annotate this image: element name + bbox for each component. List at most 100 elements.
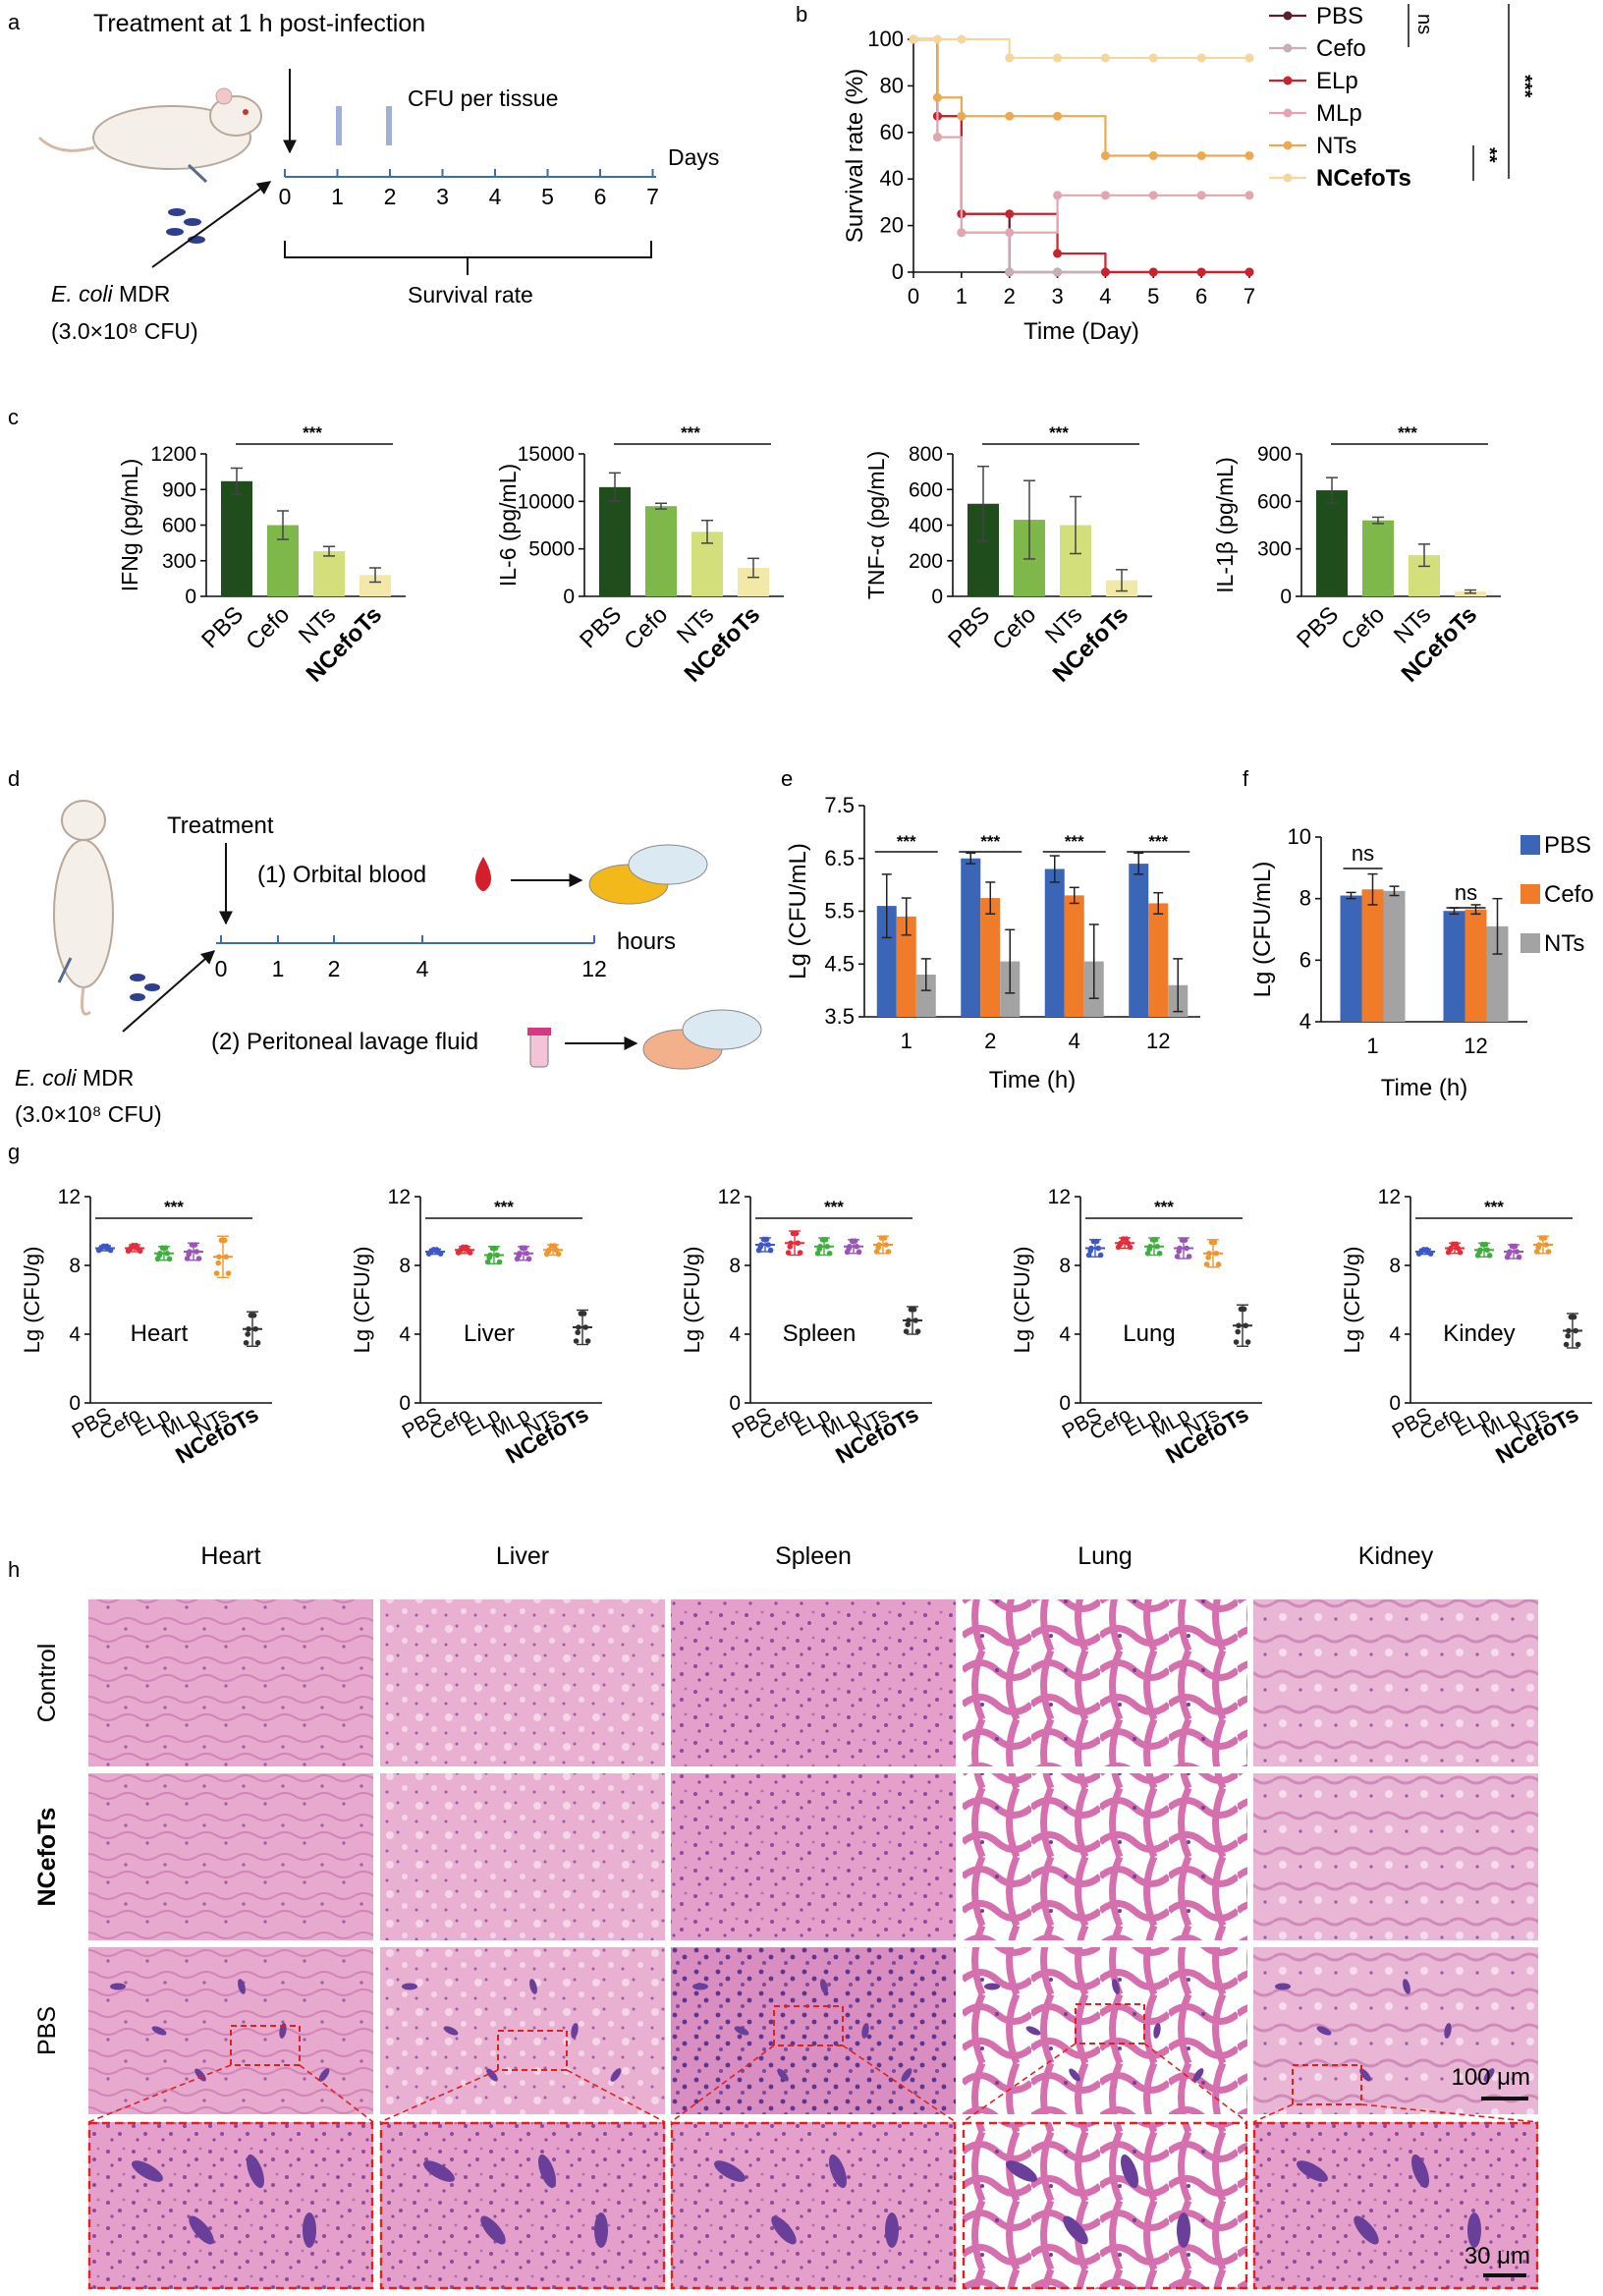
- data-point-ELp: [1053, 249, 1063, 258]
- histology-tile-control-heart: [88, 1599, 373, 1766]
- data-point-NCefoTs: [1196, 53, 1206, 63]
- scale-bar-large: [1481, 2097, 1528, 2100]
- bar-NTs: [313, 551, 345, 596]
- panel-label-b: b: [796, 2, 807, 27]
- scatter-point-NTs: [225, 1270, 232, 1276]
- x-tick-label: 7: [1244, 284, 1255, 308]
- y-tick-label: 600: [1257, 490, 1292, 513]
- histology-tile-pbs-spleen: [671, 1947, 956, 2114]
- sig-label: ***: [1484, 1198, 1504, 1216]
- y-tick-label: 300: [1257, 538, 1292, 561]
- data-point-ELp: [1244, 267, 1254, 277]
- y-tick-label: 5.5: [824, 899, 855, 924]
- data-point-ELp: [1100, 267, 1110, 277]
- panel-label-d: d: [8, 766, 20, 791]
- y-tick-label: 12: [1378, 1186, 1401, 1208]
- y-tick-label: 15000: [518, 443, 575, 466]
- y-tick-label: 12: [58, 1186, 81, 1208]
- nuclei-mark: [1403, 1979, 1410, 1994]
- y-tick-label: 8: [69, 1255, 81, 1277]
- histology-tile-ncefots-kidney: [1253, 1773, 1538, 1940]
- y-tick-label: 4: [1299, 1009, 1311, 1034]
- organ-label: Lung: [1123, 1320, 1175, 1347]
- y-tick-label: 8: [1059, 1255, 1071, 1277]
- panel-a-days-label: Days: [668, 144, 719, 170]
- data-point-MLp: [932, 133, 942, 142]
- y-tick-label: 12: [1048, 1186, 1071, 1208]
- histology-tile-pbs-lung: [963, 1947, 1247, 2114]
- bar-PBS: [1129, 864, 1149, 1017]
- organ-label: Heart: [131, 1320, 189, 1347]
- panel-d-dose: (3.0×10⁸ CFU): [15, 1101, 162, 1127]
- bar-PBS: [876, 906, 897, 1017]
- x-tick-label: 1: [956, 284, 967, 308]
- data-point-NTs: [1244, 151, 1254, 160]
- y-tick-label: 6.5: [824, 846, 855, 870]
- sig-label: ns: [1352, 841, 1374, 866]
- sig-label: ns: [1455, 880, 1477, 905]
- x-tick-label: 4: [1099, 284, 1111, 308]
- histology-tile-control-liver: [380, 1599, 665, 1766]
- y-axis-title: IL-1β (pg/mL): [1212, 457, 1238, 593]
- scatter-point-MLp: [1174, 1254, 1181, 1260]
- x-tick-label: 2: [1004, 284, 1016, 308]
- y-axis-title: IFNg (pg/mL): [117, 459, 142, 591]
- day-tick-label: 3: [436, 184, 449, 209]
- y-axis-title: Lg (CFU/g): [350, 1247, 374, 1354]
- nuclei-mark: [828, 2154, 848, 2189]
- column-header-heart: Heart: [200, 1542, 260, 1570]
- scatter-point-NTs: [215, 1260, 221, 1266]
- legend-marker-PBS: [1283, 11, 1293, 21]
- blood-drop-icon: [475, 857, 491, 891]
- scatter-point-NCefoTs: [903, 1328, 910, 1334]
- scatter-point-NCefoTs: [1563, 1341, 1570, 1348]
- organ-label: Liver: [464, 1320, 515, 1347]
- x-tick-label: 12: [1464, 1034, 1487, 1058]
- zoom-connector: [1252, 2103, 1294, 2123]
- y-tick-label: 200: [909, 550, 943, 573]
- x-tick-label: 5: [1147, 284, 1159, 308]
- y-tick-label: 80: [880, 73, 904, 97]
- legend-label-NTs: NTs: [1316, 133, 1356, 159]
- data-point-NTs: [1005, 111, 1015, 121]
- hour-tick-label: 1: [272, 956, 285, 981]
- panel-d-bacteria: E. coli: [15, 1065, 78, 1091]
- panel-a-survival-label: Survival rate: [408, 282, 533, 308]
- nuclei-mark: [110, 1983, 126, 1990]
- data-point-MLp: [957, 228, 967, 238]
- nuclei-mark: [714, 2160, 746, 2182]
- x-axis-title: Time (h): [989, 1067, 1076, 1093]
- zoom-border: [87, 2121, 374, 2290]
- nuclei-mark: [1359, 2068, 1371, 2082]
- sig-label: ***: [1398, 423, 1417, 442]
- scatter-point-NCefoTs: [243, 1339, 249, 1346]
- y-axis-title: Lg (CFU/g): [20, 1247, 44, 1354]
- zoom-region-box: [1292, 2064, 1362, 2105]
- nuclei-mark: [529, 1979, 537, 1994]
- nuclei-mark: [1444, 2023, 1452, 2039]
- y-tick-label: 6: [1299, 947, 1311, 972]
- data-point-NCefoTs: [932, 34, 942, 44]
- panel-a-bacteria: E. coli: [51, 281, 114, 307]
- y-axis-title: Survival rate (%): [842, 69, 868, 243]
- panel-a-day-ticks: 0 1 2 3 4 5 6 7: [279, 169, 659, 209]
- x-tick-label: 2: [984, 1029, 996, 1053]
- nuclei-mark: [820, 1979, 828, 1994]
- data-point-MLp: [1100, 191, 1110, 200]
- category-label: Cefo: [619, 601, 673, 655]
- legend-swatch-PBS: [1520, 835, 1540, 855]
- y-tick-label: 800: [909, 443, 943, 466]
- panel-d-schematic: Treatment (1) Orbital blood 0 1 2 4 12 hours…: [15, 800, 762, 1127]
- data-point-Cefo: [1053, 267, 1063, 277]
- zoom-region-box: [773, 2005, 844, 2046]
- x-tick-label: 0: [908, 284, 919, 308]
- y-tick-label: 900: [1257, 443, 1292, 466]
- legend-label-ELp: ELp: [1316, 68, 1358, 94]
- day-tick-label: 5: [541, 184, 554, 209]
- nuclei-mark: [594, 2212, 608, 2248]
- zoom-region-box: [497, 2030, 568, 2071]
- scale-bar-label-large: 100 μm: [1451, 2064, 1530, 2091]
- scatter-point-NCefoTs: [1244, 1339, 1251, 1345]
- bar-PBS: [1443, 911, 1465, 1022]
